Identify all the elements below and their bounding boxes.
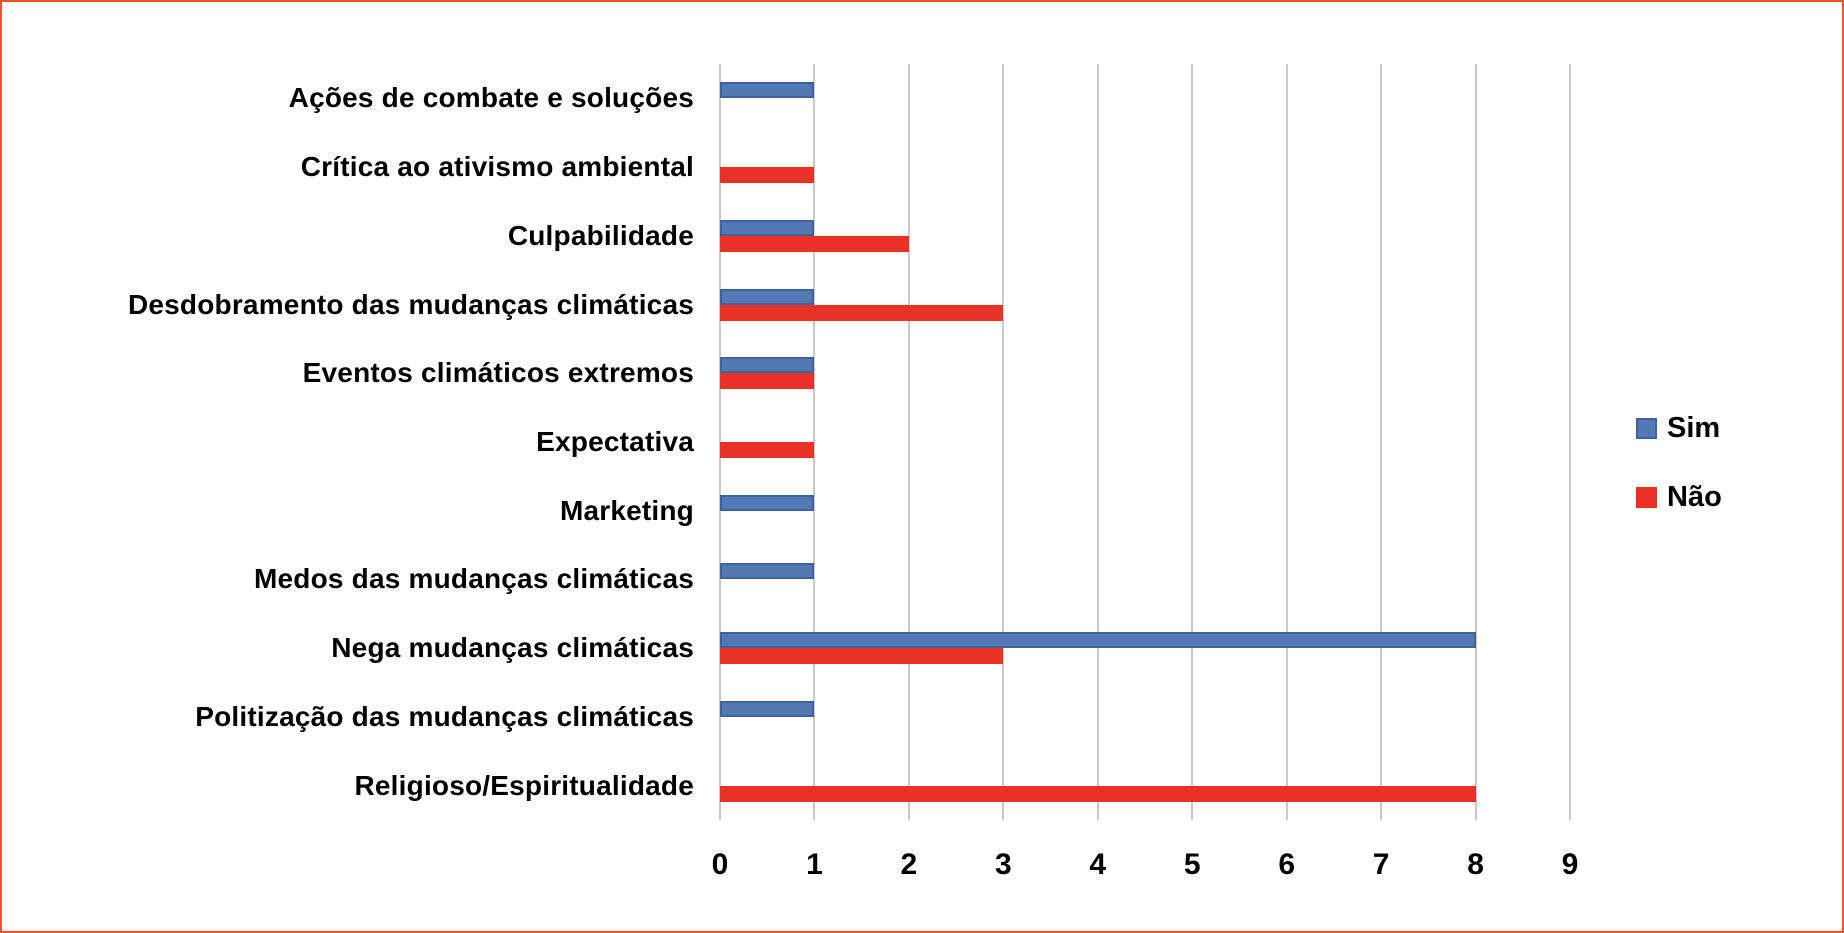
legend-swatch-icon — [1636, 418, 1657, 439]
gridline-x-1 — [813, 64, 816, 820]
gridline-x-7 — [1380, 64, 1383, 820]
x-tick-label-7: 7 — [1372, 848, 1390, 881]
x-tick-label-2: 2 — [900, 848, 918, 881]
x-tick-label-8: 8 — [1467, 848, 1484, 881]
bar-não-8 — [720, 648, 1004, 665]
bar-sim-7 — [720, 563, 815, 580]
category-label: Eventos climáticos extremos — [302, 357, 694, 389]
gridline-x-2 — [907, 64, 910, 820]
bar-não-2 — [720, 235, 909, 252]
category-label: Politização das mudanças climáticas — [195, 700, 694, 732]
bar-não-4 — [720, 373, 815, 390]
category-label: Culpabilidade — [507, 219, 694, 251]
x-tick-label-5: 5 — [1183, 848, 1201, 881]
gridline-x-9 — [1569, 64, 1571, 820]
x-tick-label-9: 9 — [1561, 848, 1579, 881]
legend: Sim Não — [1636, 412, 1722, 514]
bar-sim-6 — [720, 494, 815, 511]
bar-não-10 — [720, 785, 1476, 802]
bar-sim-4 — [720, 357, 815, 374]
bar-sim-2 — [720, 219, 815, 236]
legend-label: Sim — [1667, 412, 1721, 444]
bar-sim-8 — [720, 632, 1476, 649]
gridline-x-3 — [1002, 64, 1005, 820]
legend-swatch-icon — [1636, 487, 1657, 508]
bar-sim-3 — [720, 288, 815, 305]
x-tick-label-3: 3 — [994, 848, 1012, 881]
category-label: Ações de combate e soluções — [288, 82, 694, 114]
bar-sim-9 — [720, 700, 815, 717]
gridline-x-8 — [1474, 64, 1477, 820]
plot-area — [719, 64, 1571, 820]
category-label: Religioso/Espiritualidade — [354, 769, 694, 801]
gridline-x-4 — [1096, 64, 1099, 820]
bar-não-1 — [720, 167, 815, 184]
category-label: Medos das mudanças climáticas — [254, 563, 694, 595]
category-axis: Ações de combate e soluções Crítica ao at… — [2, 2, 704, 931]
x-tick-label-6: 6 — [1278, 848, 1295, 881]
legend-label: Não — [1667, 481, 1722, 513]
bar-não-3 — [720, 304, 1004, 321]
category-label: Desdobramento das mudanças climáticas — [127, 288, 694, 320]
category-label: Expectativa — [536, 426, 694, 457]
legend-item-não: Não — [1636, 481, 1722, 514]
category-label: Crítica ao ativismo ambiental — [300, 151, 694, 183]
gridline-x-5 — [1191, 64, 1194, 820]
bar-não-5 — [720, 442, 815, 458]
legend-item-sim: Sim — [1636, 412, 1722, 445]
category-label: Nega mudanças climáticas — [331, 632, 694, 664]
bar-sim-0 — [720, 82, 815, 99]
x-tick-label-1: 1 — [806, 848, 823, 881]
gridline-x-6 — [1285, 64, 1288, 820]
x-tick-label-4: 4 — [1089, 848, 1107, 881]
category-label: Marketing — [559, 494, 694, 526]
